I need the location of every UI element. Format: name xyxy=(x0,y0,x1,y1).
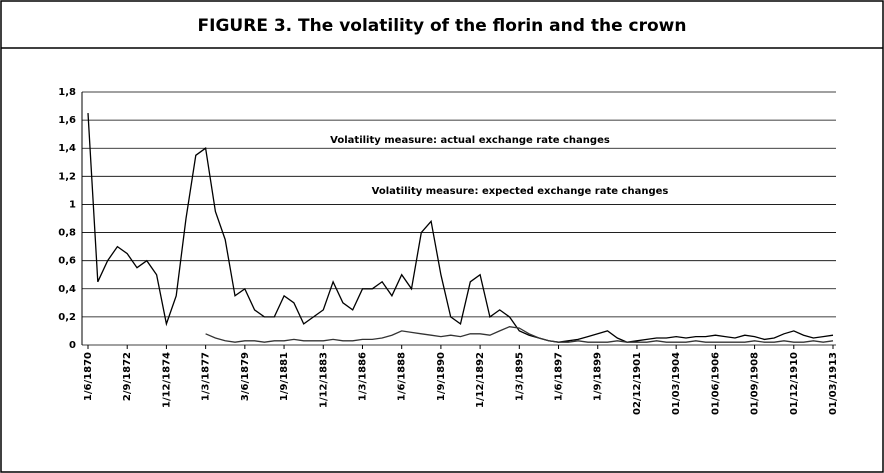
x-tick-label: 1/3/1877 xyxy=(201,352,212,401)
y-tick-label: 0 xyxy=(69,340,76,351)
x-tick-label: 01/03/1904 xyxy=(671,352,682,415)
x-tick-label: 1/3/1895 xyxy=(514,352,525,401)
y-tick-label: 0,6 xyxy=(58,256,76,267)
x-tick-label: 1/6/1888 xyxy=(397,352,408,401)
x-tick-label: 2/9/1872 xyxy=(122,352,133,401)
x-tick-label: 1/6/1870 xyxy=(83,352,94,401)
x-tick-label: 1/6/1897 xyxy=(554,352,565,401)
series-line xyxy=(87,113,834,343)
x-tick-label: 1/12/1874 xyxy=(161,352,172,408)
y-tick-label: 1 xyxy=(69,199,76,210)
x-tick-label: 3/6/1879 xyxy=(240,352,251,401)
y-tick-label: 0,2 xyxy=(58,312,76,323)
x-tick-label: 02/12/1901 xyxy=(632,352,643,415)
x-tick-label: 1/12/1883 xyxy=(318,352,329,408)
annotation: Volatility measure: expected exchange ra… xyxy=(372,186,669,197)
y-tick-label: 0,8 xyxy=(58,228,76,239)
x-tick-label: 01/09/1908 xyxy=(750,352,761,415)
x-tick-label: 01/12/1910 xyxy=(789,352,800,415)
x-tick-label: 1/9/1899 xyxy=(593,352,604,401)
x-tick-label: 1/12/1892 xyxy=(475,352,486,408)
x-tick-label: 1/9/1890 xyxy=(436,352,447,401)
y-tick-label: 0,4 xyxy=(58,284,76,295)
y-tick-label: 1,2 xyxy=(58,171,76,182)
chart-title: FIGURE 3. The volatility of the florin a… xyxy=(198,16,687,36)
y-tick-label: 1,6 xyxy=(58,115,76,126)
x-tick-label: 1/9/1881 xyxy=(279,352,290,401)
y-tick-label: 1,4 xyxy=(58,143,76,154)
series-line xyxy=(205,326,834,343)
x-tick-label: 01/03/1913 xyxy=(828,352,839,415)
x-tick-label: 1/3/1886 xyxy=(357,352,368,401)
annotation: Volatility measure: actual exchange rate… xyxy=(330,135,610,146)
y-tick-label: 1,8 xyxy=(58,87,76,98)
x-tick-label: 01/06/1906 xyxy=(710,352,721,415)
